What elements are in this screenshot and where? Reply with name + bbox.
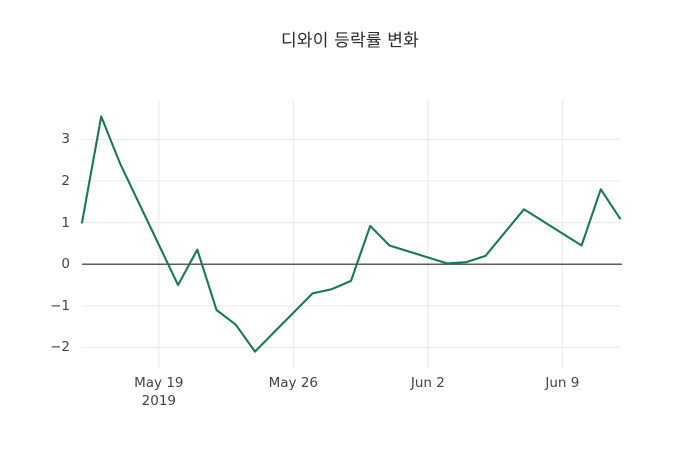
x-axis-tick-label: May 26 — [268, 375, 319, 391]
y-axis-tick-label: 3 — [61, 131, 70, 148]
y-axis-tick-label: 2 — [61, 172, 70, 189]
chart-title: 디와이 등락률 변화 — [281, 31, 419, 51]
x-axis-tick-label: Jun 2 — [410, 375, 445, 391]
x-axis-tick-label: May 19 2019 — [134, 375, 184, 409]
y-axis-tick-label: −2 — [50, 339, 70, 356]
y-axis-tick-label: 1 — [61, 214, 70, 231]
y-axis-tick-label: 0 — [61, 256, 70, 273]
grid-lines — [82, 100, 620, 368]
data-series-line — [80, 115, 622, 353]
y-axis-tick-label: −1 — [50, 297, 70, 314]
x-axis-tick-label: Jun 9 — [545, 375, 580, 391]
